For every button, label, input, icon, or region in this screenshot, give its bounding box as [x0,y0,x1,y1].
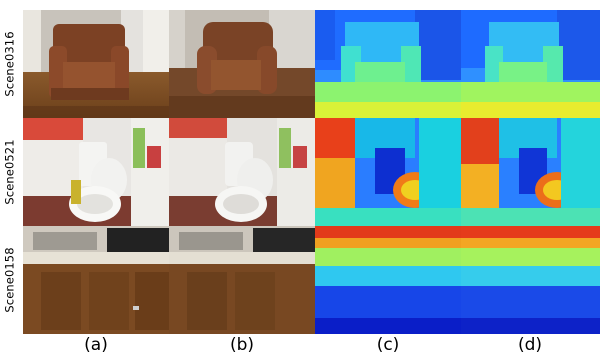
depth-map-scene0316-c [315,10,461,118]
depth-map-scene0316-d [461,10,600,118]
depth-map-scene0521-d [461,118,600,226]
row-label-scene0158: Scene0158 [0,226,20,334]
image-scene0158-rgb [23,226,169,334]
column-label-b: (b) [229,335,255,355]
depth-map-scene0158-c [315,226,461,334]
column-label-a: (a) [84,335,108,355]
row-label-text: Scene0158 [3,247,18,313]
image-scene0316-rendered [169,10,315,118]
row-label-scene0316: Scene0316 [0,10,20,118]
column-label-c: (c) [376,335,400,355]
row-label-text: Scene0316 [3,31,18,97]
row-label-scene0521: Scene0521 [0,118,20,226]
depth-map-scene0521-c [315,118,461,226]
depth-map-scene0158-d [461,226,600,334]
column-label-d: (d) [517,335,543,355]
row-label-text: Scene0521 [3,139,18,205]
image-scene0521-rgb [23,118,169,226]
image-scene0521-rendered [169,118,315,226]
image-scene0316-rgb [23,10,169,118]
image-scene0158-rendered [169,226,315,334]
